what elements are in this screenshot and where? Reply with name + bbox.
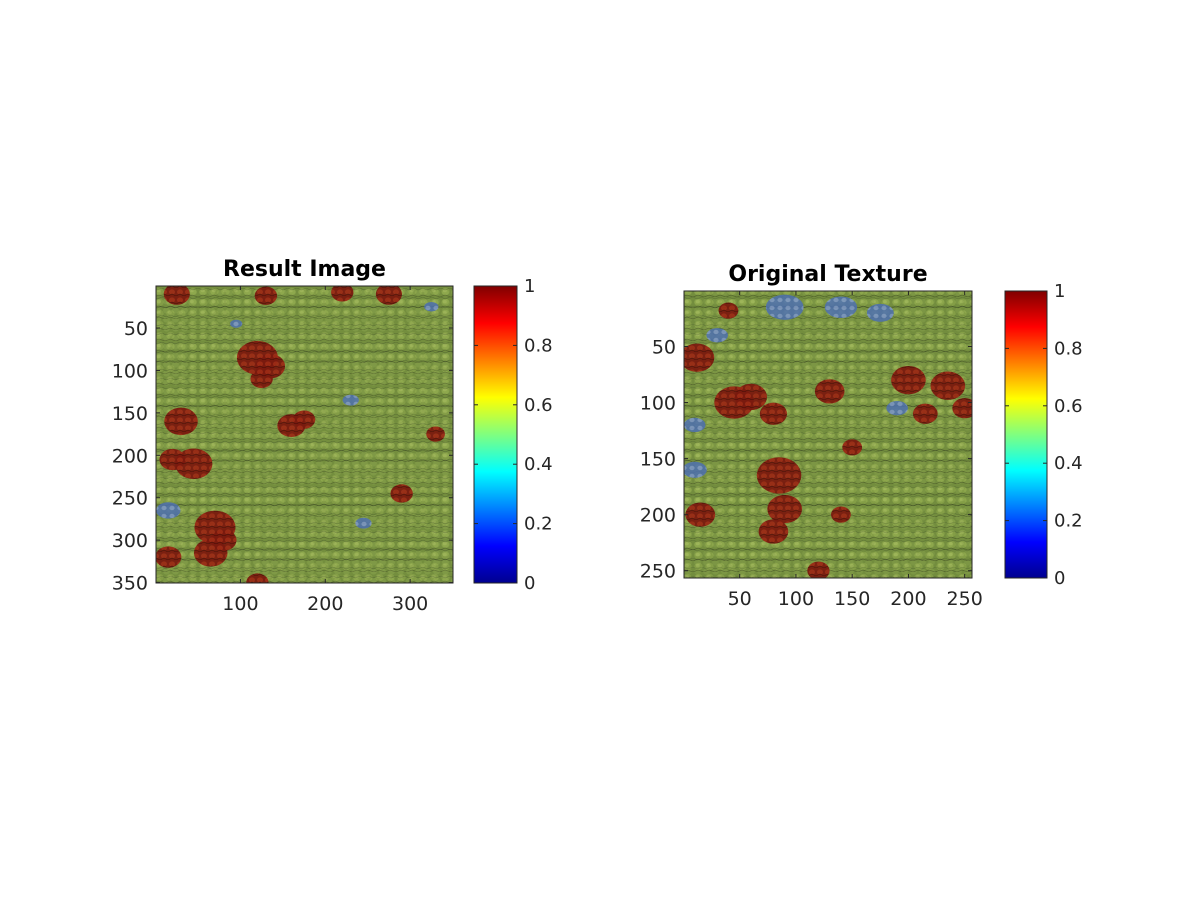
colorbar-tick-label: 0.8 [1054,338,1083,359]
panel-result-image: Result Image 100 200 300 50 100 150 200 250 300 3… [112,257,553,615]
panel-original-texture: Original Texture 50 100 150 200 250 50 100 150 2… [640,262,1083,610]
colorbar-result [473,285,518,584]
panel-title-original: Original Texture [728,262,927,287]
blue-region [342,394,359,406]
colorbar-tick-label: 0.4 [524,454,553,475]
blue-region [706,328,728,343]
red-region [930,371,966,400]
blue-region [824,296,858,319]
axes-ticks-original: 50 100 150 200 250 50 100 150 200 250 [640,291,983,610]
y-tick-label: 250 [112,488,148,510]
x-tick-label: 100 [778,588,814,610]
colorbar-tick-label: 1 [524,276,535,297]
blue-region [230,319,243,328]
red-region [254,286,278,305]
colorbar-tick-label: 0.6 [524,395,553,416]
red-region [767,494,803,524]
y-tick-label: 150 [640,449,676,471]
red-region [952,398,972,419]
blue-region [684,417,706,433]
heatmap-result [156,286,453,583]
red-region [807,561,830,578]
y-tick-label: 50 [652,336,676,358]
red-region [164,407,198,436]
x-tick-label: 300 [392,593,428,615]
red-region [246,573,269,583]
red-region [734,383,768,411]
y-tick-label: 200 [640,505,676,527]
blue-region [684,461,707,478]
x-tick-label: 200 [307,593,343,615]
axes-frame-result [155,285,454,584]
red-region [814,379,845,404]
red-region [426,426,445,442]
colorbar-tick-label: 0 [524,573,535,594]
blue-region [886,400,908,416]
blue-region [866,303,894,322]
blue-region [355,517,372,529]
y-tick-label: 100 [640,393,676,415]
red-region [684,343,715,372]
x-tick-label: 250 [947,588,983,610]
colorbar-tick-label: 0.6 [1054,396,1083,417]
red-region [292,410,316,429]
axes-ticks-result: 100 200 300 50 100 150 200 250 300 350 [112,286,453,615]
colorbar-tick-label: 0 [1054,568,1065,589]
heatmap-original [684,291,972,578]
red-region [842,439,863,456]
y-tick-label: 250 [640,561,676,583]
y-tick-label: 150 [112,403,148,425]
y-tick-label: 100 [112,360,148,382]
red-region [891,365,926,395]
red-region [756,457,802,494]
colorbar-tick-label: 0.8 [524,335,553,356]
red-region [156,546,182,568]
y-tick-label: 350 [112,573,148,595]
red-region [685,502,716,527]
x-tick-label: 200 [890,588,926,610]
red-region [163,286,190,305]
x-tick-label: 100 [222,593,258,615]
y-tick-label: 200 [112,445,148,467]
blue-region [424,302,439,312]
colorbar-ticks-original: 0 0.2 0.4 0.6 0.8 1 [1005,281,1083,589]
red-region [758,519,789,544]
red-region [331,286,354,302]
blue-region [765,294,804,320]
axes-frame-original [683,290,973,579]
x-tick-label: 50 [728,588,752,610]
red-region [912,403,938,424]
red-region [759,402,788,425]
panel-title-result: Result Image [223,257,386,282]
red-region [718,302,739,319]
y-tick-label: 300 [112,530,148,552]
colorbar-tick-label: 1 [1054,281,1065,302]
colorbar-ticks-result: 0 0.2 0.4 0.6 0.8 1 [474,276,553,594]
colorbar-tick-label: 0.2 [1054,511,1083,532]
red-region [390,484,413,503]
red-region [210,529,237,551]
colorbar-original [1004,290,1048,579]
red-region [375,286,402,305]
x-tick-label: 150 [834,588,870,610]
colorbar-tick-label: 0.2 [524,514,553,535]
red-region [250,369,273,389]
texture-overlay [684,291,972,578]
colorbar-tick-label: 0.4 [1054,453,1083,474]
red-region [159,448,186,471]
red-region [831,506,851,523]
blue-region [156,502,181,519]
y-tick-label: 50 [124,318,148,340]
